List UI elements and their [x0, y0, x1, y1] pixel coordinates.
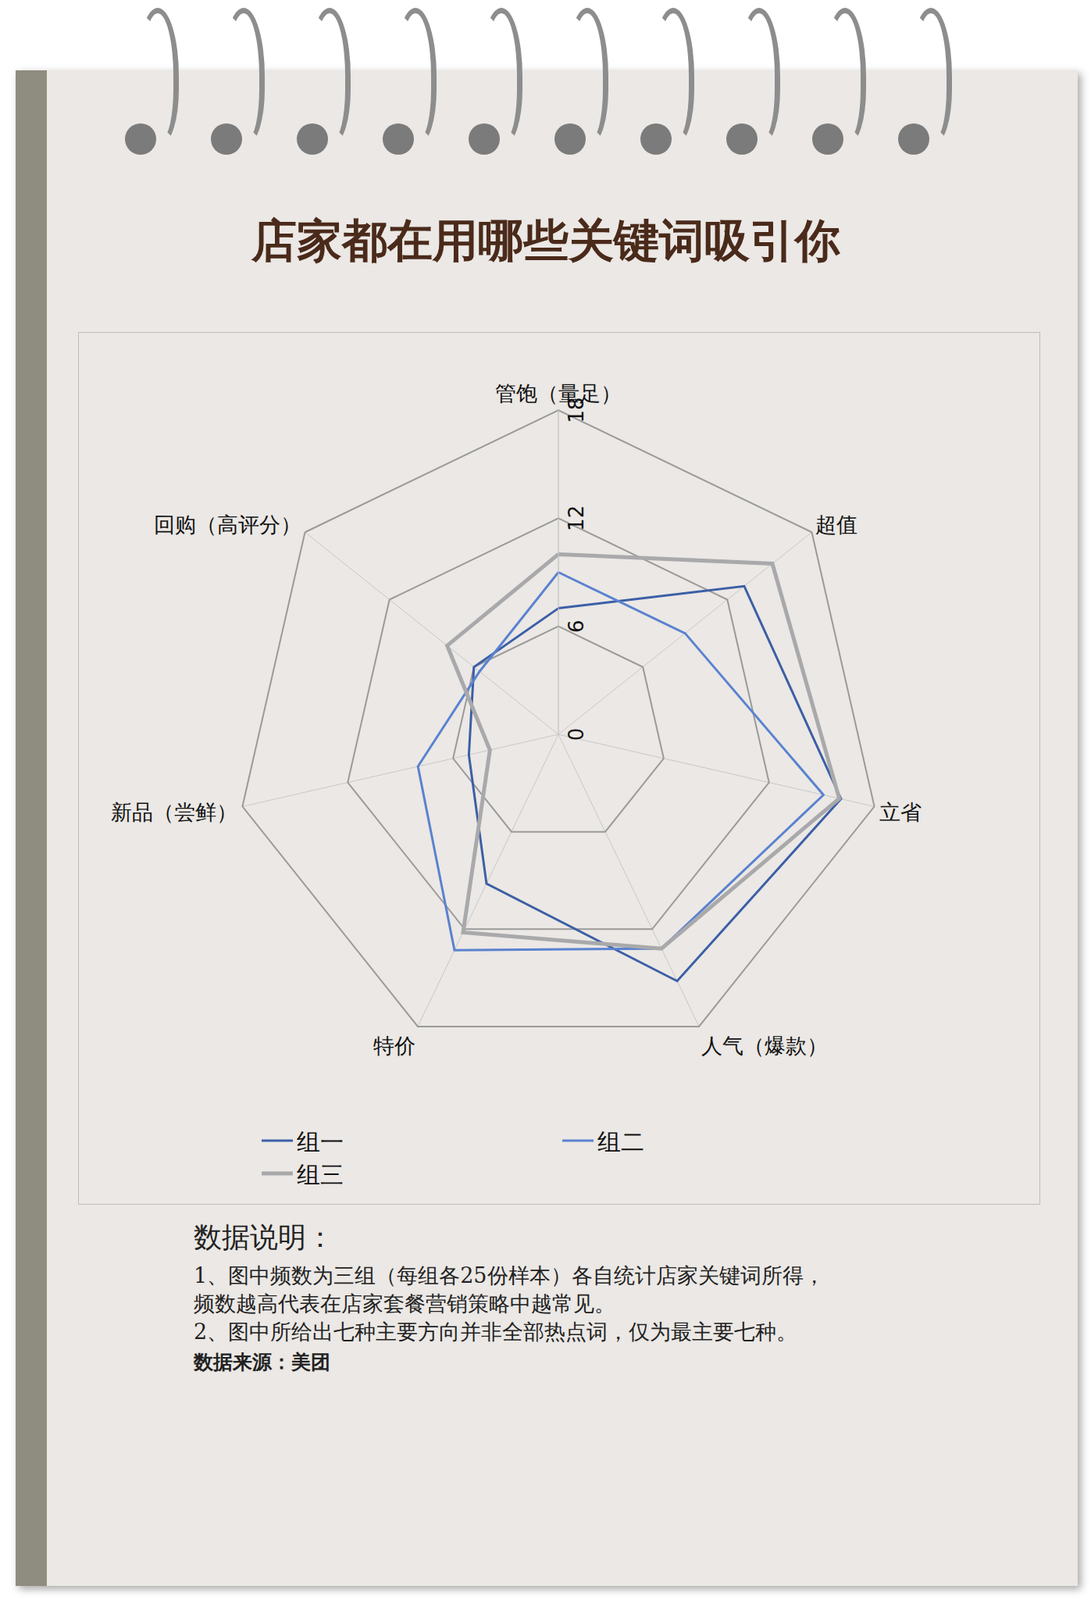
- svg-text:0: 0: [564, 727, 589, 742]
- svg-text:人气（爆款）: 人气（爆款）: [701, 1033, 828, 1058]
- svg-text:超值: 超值: [815, 512, 858, 537]
- html-text:1、图中频数为三组（每组各25份样本）各自统计店家关键词所得: 1、图中频数为三组（每组各25份样本）各自统计店家关键词所得，: [193, 1262, 825, 1288]
- svg-text:特价: 特价: [373, 1033, 416, 1058]
- html-text:频数越高代表在店家套餐营销策略中越常见。: 频数越高代表在店家套餐营销策略中越常见。: [193, 1290, 616, 1316]
- svg-text:12: 12: [564, 505, 589, 532]
- svg-text:组一: 组一: [296, 1127, 344, 1156]
- svg-text:新品（尝鲜）: 新品（尝鲜）: [110, 799, 238, 824]
- svg-text:回购（高评分）: 回购（高评分）: [153, 512, 302, 537]
- html-text:数据来源：美团: 数据来源：美团: [193, 1350, 331, 1373]
- svg-text:管饱（量足）: 管饱（量足）: [495, 381, 622, 406]
- svg-text:6: 6: [564, 619, 589, 633]
- html-text:店家都在用哪些关键词吸引你: 店家都在用哪些关键词吸引你: [251, 213, 840, 268]
- html-text:数据说明：: 数据说明：: [193, 1220, 335, 1253]
- html-text:2、图中所给出七种主要方向并非全部热点词，仅为最主要七种。: 2、图中所给出七种主要方向并非全部热点词，仅为最主要七种。: [193, 1319, 798, 1344]
- svg-text:18: 18: [564, 396, 589, 423]
- svg-text:组三: 组三: [296, 1160, 344, 1188]
- svg-text:组二: 组二: [597, 1127, 645, 1156]
- svg-text:立省: 立省: [879, 799, 922, 824]
